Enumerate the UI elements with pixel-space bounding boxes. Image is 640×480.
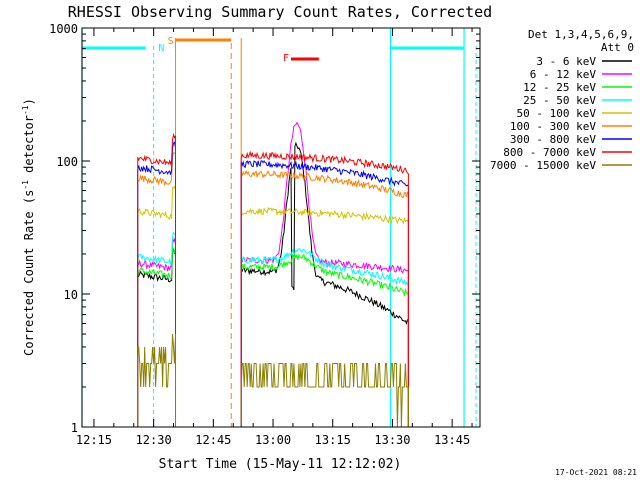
- plot-area: NS F: [81, 28, 477, 428]
- x-tick-label: 13:45: [434, 433, 470, 447]
- series-line: [137, 152, 176, 427]
- series-line: [240, 121, 409, 427]
- x-tick-label: 12:30: [136, 433, 172, 447]
- x-tick-label: 12:15: [76, 433, 112, 447]
- series-line: [240, 247, 409, 427]
- legend-label: 12 - 25 keV: [523, 81, 596, 94]
- legend-header-detectors: Det 1,3,4,5,6,9,: [528, 28, 634, 41]
- legend-header-attenuator: Att 0: [601, 41, 634, 54]
- series-line: [240, 141, 409, 427]
- footer-timestamp: 17-Oct-2021 08:21: [555, 468, 637, 477]
- x-tick-label: 13:30: [374, 433, 410, 447]
- flag-label-S: S: [168, 36, 174, 47]
- legend-label: 100 - 300 keV: [510, 120, 596, 133]
- plot-frame: [81, 27, 481, 428]
- legend-label: 6 - 12 keV: [530, 68, 597, 81]
- legend-label: 25 - 50 keV: [523, 94, 596, 107]
- x-tick-label: 13:15: [315, 433, 351, 447]
- y-tick-label: 10: [64, 288, 78, 302]
- series-line: [240, 206, 409, 427]
- y-tick-label: 1000: [49, 22, 78, 36]
- series-line: [137, 237, 176, 427]
- y-tick-label: 100: [56, 155, 78, 169]
- series-line: [137, 132, 176, 427]
- x-axis-label: Start Time (15-May-11 12:12:02): [159, 457, 402, 472]
- series-line: [240, 160, 409, 427]
- y-tick-label: 1: [71, 421, 78, 435]
- legend-label: 800 - 7000 keV: [503, 146, 596, 159]
- series-line: [240, 363, 409, 428]
- x-axis: 12:15 12:30 12:45 13:00 13:15 13:30 13:45: [76, 28, 473, 447]
- flag-label-N: N: [158, 43, 164, 54]
- series-line: [137, 141, 176, 427]
- series-line: [137, 246, 176, 427]
- series-line: [137, 231, 176, 427]
- legend-label: 7000 - 15000 keV: [490, 159, 596, 172]
- series-line: [137, 333, 176, 427]
- x-tick-label: 12:45: [195, 433, 231, 447]
- series-line: [240, 169, 409, 427]
- series-line: [137, 248, 176, 427]
- legend-label: 300 - 800 keV: [510, 133, 596, 146]
- x-tick-label: 13:00: [255, 433, 291, 447]
- y-axis: 1 10 100 1000: [49, 22, 480, 435]
- y-axis-label: Corrected Count Rate (s-1 detector-1): [21, 98, 36, 356]
- chart-title: RHESSI Observing Summary Count Rates, Co…: [68, 3, 492, 21]
- series-line: [240, 150, 409, 427]
- series-line: [240, 253, 409, 427]
- legend-label: 50 - 100 keV: [517, 107, 597, 120]
- legend-label: 3 - 6 keV: [536, 55, 596, 68]
- flag-label-F: F: [283, 53, 289, 64]
- series-line: [137, 185, 176, 427]
